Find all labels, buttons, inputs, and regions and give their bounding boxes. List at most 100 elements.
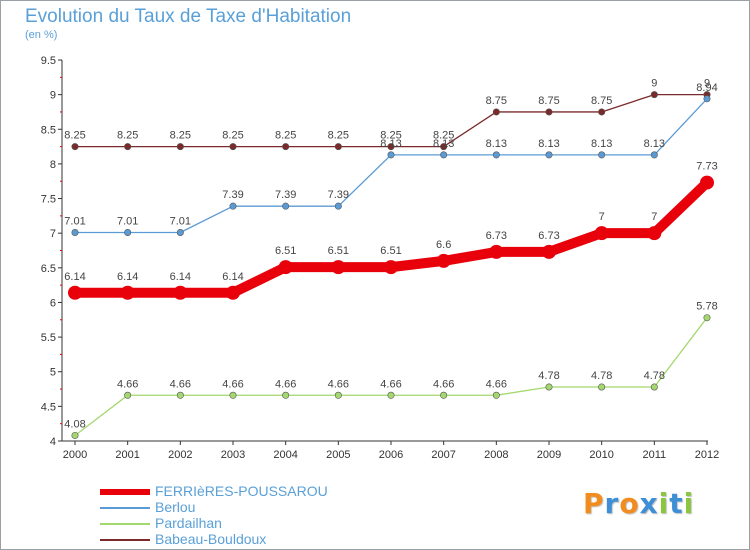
y-tick-label: 8 <box>50 159 56 171</box>
data-point <box>650 151 658 159</box>
data-point <box>598 151 606 159</box>
data-point <box>176 143 184 151</box>
legend-swatch-pardailhan <box>100 523 150 525</box>
data-point <box>120 285 135 300</box>
y-tick-label: 5.5 <box>41 332 56 344</box>
data-label: 8.75 <box>591 95 612 107</box>
y-tick-label: 6 <box>50 297 56 309</box>
data-label: 4.78 <box>644 370 665 382</box>
data-label: 8.25 <box>222 130 243 142</box>
y-tick-label: 9.5 <box>41 55 56 67</box>
x-tick-label: 2012 <box>695 449 719 461</box>
data-point <box>71 143 79 151</box>
data-label: 7.39 <box>222 189 243 201</box>
data-point <box>387 151 395 159</box>
data-label: 7.39 <box>328 189 349 201</box>
legend-item-berlou: Berlou <box>100 499 400 515</box>
proxiti-logo: Proxiti <box>583 487 694 520</box>
data-label: 8.13 <box>644 138 665 150</box>
data-label: 8.25 <box>64 130 85 142</box>
x-tick-label: 2002 <box>168 449 192 461</box>
data-label: 4.08 <box>64 418 85 430</box>
legend-swatch-babeau-bouldoux <box>100 539 150 541</box>
data-point <box>334 391 342 399</box>
data-label: 5.78 <box>696 301 717 313</box>
chart-title: Evolution du Taux de Taxe d'Habitation <box>25 6 352 27</box>
data-point <box>282 202 290 210</box>
data-point <box>334 202 342 210</box>
data-label: 7.39 <box>275 189 296 201</box>
data-label: 8.13 <box>538 138 559 150</box>
data-point <box>124 391 132 399</box>
legend-label-berlou: Berlou <box>155 499 196 515</box>
x-tick-label: 2005 <box>326 449 350 461</box>
x-tick-label: 2011 <box>643 449 667 461</box>
data-point <box>282 143 290 151</box>
x-tick-label: 2000 <box>63 449 87 461</box>
x-tick-label: 2009 <box>537 449 561 461</box>
data-point <box>387 143 395 151</box>
data-point <box>176 228 184 236</box>
data-point <box>492 391 500 399</box>
chart-unit-label: (en %) <box>25 29 58 41</box>
data-label: 4.66 <box>275 378 296 390</box>
data-point <box>545 383 553 391</box>
data-point <box>700 175 714 190</box>
data-point <box>647 226 662 241</box>
data-label: 8.25 <box>170 130 191 142</box>
x-tick-label: 2007 <box>431 449 455 461</box>
data-point <box>387 391 395 399</box>
data-point <box>229 391 237 399</box>
data-point <box>226 285 240 300</box>
data-point <box>282 391 290 399</box>
data-label: 4.78 <box>538 370 559 382</box>
y-tick-label: 6.5 <box>41 263 56 275</box>
legend-item-pardailhan: Pardailhan <box>100 515 400 531</box>
legend-swatch-ferrieres-poussarou <box>100 489 150 495</box>
data-point <box>334 143 342 151</box>
data-point <box>542 244 556 259</box>
data-label: 4.66 <box>328 378 349 390</box>
data-point <box>278 260 293 275</box>
data-point <box>545 108 553 116</box>
y-tick-label: 7.5 <box>41 194 56 206</box>
data-point <box>124 228 132 236</box>
data-point <box>440 143 448 151</box>
data-label: 7.73 <box>696 161 717 173</box>
data-point <box>331 260 346 275</box>
data-point <box>492 151 500 159</box>
data-label: 6.6 <box>436 239 451 251</box>
data-label: 7.01 <box>64 215 85 227</box>
data-label: 4.66 <box>380 378 401 390</box>
brand-letter: x <box>639 487 659 520</box>
data-label: 8.13 <box>486 138 507 150</box>
data-label: 4.66 <box>222 378 243 390</box>
y-tick-label: 7 <box>50 228 56 240</box>
data-point <box>71 431 79 439</box>
data-label: 7 <box>599 211 605 223</box>
data-label: 4.66 <box>117 378 138 390</box>
x-tick-label: 2003 <box>221 449 245 461</box>
y-tick-label: 4.5 <box>41 401 56 413</box>
data-label: 6.73 <box>538 230 559 242</box>
legend-label-pardailhan: Pardailhan <box>155 515 222 531</box>
data-label: 8.75 <box>486 95 507 107</box>
data-label: 8.25 <box>328 130 349 142</box>
legend-label-babeau-bouldoux: Babeau-Bouldoux <box>155 531 267 547</box>
data-label: 8.13 <box>433 138 454 150</box>
data-point <box>124 143 132 151</box>
data-point <box>229 143 237 151</box>
series-line-1 <box>74 98 708 234</box>
data-label: 7.01 <box>170 215 191 227</box>
brand-letter: i <box>658 487 670 520</box>
data-label: 4.66 <box>433 378 454 390</box>
brand-letter: t <box>669 487 684 520</box>
data-label: 6.73 <box>486 230 507 242</box>
data-label: 4.78 <box>591 370 612 382</box>
data-point <box>436 253 451 268</box>
x-tick-label: 2008 <box>484 449 508 461</box>
x-tick-label: 2010 <box>589 449 613 461</box>
data-point <box>598 383 606 391</box>
